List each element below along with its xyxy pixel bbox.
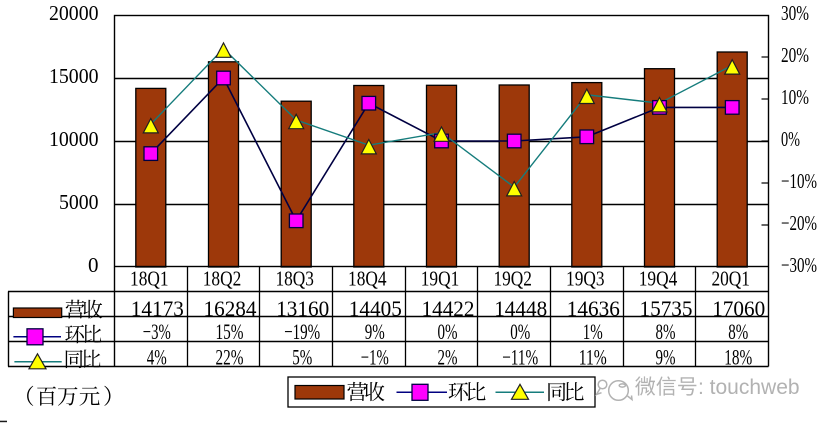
svg-text:−1%: −1% [361, 344, 389, 369]
svg-text:0%: 0% [510, 319, 530, 344]
svg-text:4%: 4% [147, 344, 167, 369]
svg-text:5000: 5000 [59, 190, 99, 214]
svg-text:18Q4: 18Q4 [348, 267, 387, 291]
svg-text:16284: 16284 [204, 296, 257, 321]
svg-text:14448: 14448 [494, 296, 547, 321]
svg-text:0%: 0% [781, 127, 800, 151]
svg-text:14173: 14173 [131, 296, 184, 321]
svg-text:22%: 22% [216, 344, 244, 369]
svg-text:15%: 15% [216, 319, 244, 344]
svg-text:−11%: −11% [502, 344, 538, 369]
svg-text:−20%: −20% [781, 211, 817, 235]
svg-text:30%: 30% [781, 1, 809, 25]
svg-text:10%: 10% [781, 85, 809, 109]
svg-text:14422: 14422 [422, 296, 475, 321]
svg-text:19Q4: 19Q4 [639, 267, 678, 291]
svg-text:18Q1: 18Q1 [130, 267, 169, 291]
svg-text:2%: 2% [438, 344, 458, 369]
svg-text:0: 0 [88, 253, 99, 277]
svg-text:−19%: −19% [284, 319, 320, 344]
svg-text:−10%: −10% [781, 169, 817, 193]
svg-text:0%: 0% [438, 319, 458, 344]
svg-text:11%: 11% [579, 344, 607, 369]
svg-text:1%: 1% [583, 319, 603, 344]
svg-text:5%: 5% [292, 344, 312, 369]
svg-text:17060: 17060 [712, 296, 765, 321]
svg-text:15735: 15735 [640, 296, 693, 321]
svg-text:19Q2: 19Q2 [493, 267, 532, 291]
svg-text:8%: 8% [728, 319, 748, 344]
svg-text:20%: 20% [781, 43, 809, 67]
svg-text:10000: 10000 [49, 127, 99, 151]
svg-text:14636: 14636 [567, 296, 620, 321]
svg-text:19Q1: 19Q1 [421, 267, 460, 291]
svg-text:9%: 9% [365, 319, 385, 344]
svg-text:20Q1: 20Q1 [711, 267, 750, 291]
svg-text:8%: 8% [656, 319, 676, 344]
svg-text:18Q2: 18Q2 [203, 267, 242, 291]
svg-text:13160: 13160 [276, 296, 329, 321]
svg-text:−3%: −3% [143, 319, 171, 344]
svg-text:15000: 15000 [49, 64, 99, 88]
svg-text:18Q3: 18Q3 [275, 267, 314, 291]
svg-text:: touchweb: : touchweb [698, 376, 800, 399]
svg-text:19Q3: 19Q3 [566, 267, 605, 291]
svg-text:14405: 14405 [349, 296, 402, 321]
svg-text:20000: 20000 [49, 1, 99, 25]
svg-text:9%: 9% [656, 344, 676, 369]
svg-text:−30%: −30% [781, 253, 817, 277]
svg-text:18%: 18% [724, 344, 752, 369]
